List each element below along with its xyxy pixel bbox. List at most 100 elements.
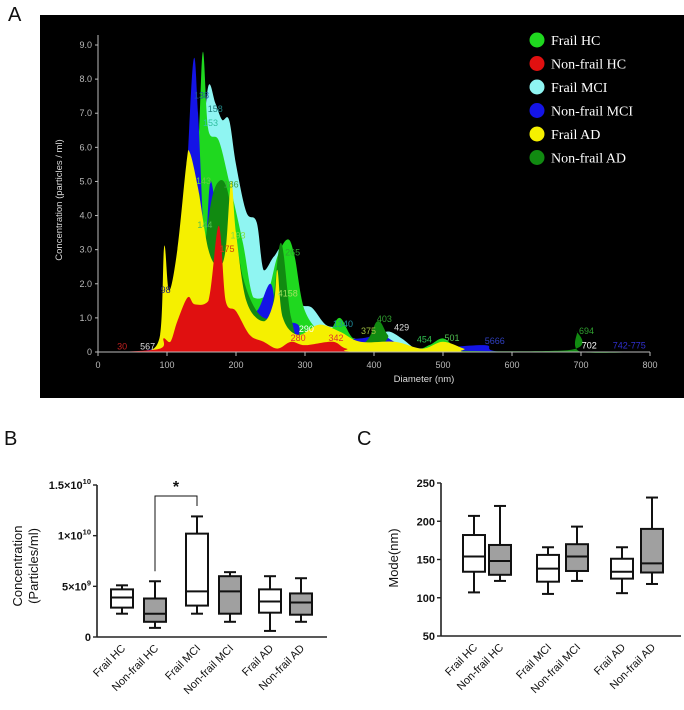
legend-item: Non-frail MCI [529, 103, 633, 120]
peak-label: 153 [203, 118, 218, 128]
panel-a-background [40, 15, 684, 398]
peak-label: 694 [579, 326, 594, 336]
legend-swatch [529, 126, 545, 142]
x-tick-label: 400 [366, 360, 381, 370]
y-tick-label: 6.0 [79, 142, 92, 152]
legend-item: Non-frail HC [529, 56, 626, 73]
legend-label: Frail MCI [551, 81, 608, 96]
box-iqr [289, 592, 313, 616]
box-iqr [488, 543, 512, 576]
y-axis-title: Concentration (particles / ml) [54, 139, 65, 260]
peak-label: 501 [444, 333, 459, 343]
box-iqr [462, 534, 486, 573]
box-iqr [143, 597, 167, 623]
significance-star: * [173, 479, 180, 496]
peak-label: 144 [197, 220, 212, 230]
peak-label: 290 [299, 324, 314, 334]
area-series-frail-mci [139, 84, 650, 353]
legend-label: Non-frail HC [551, 58, 626, 73]
panel-b-y-axis-title-units: (Particles/ml) [26, 528, 41, 604]
panel-b-box-frail-ad [258, 575, 282, 632]
peak-label: 158 [208, 104, 223, 114]
y-tick-label: 7.0 [79, 108, 92, 118]
panel-c-box-non-frail-mci [565, 525, 589, 582]
x-tick-label: 300 [297, 360, 312, 370]
panel-c-y-tick-label: 50 [423, 631, 435, 643]
panel-c-y-tick-label: 250 [417, 478, 435, 490]
peak-label: 265 [285, 247, 300, 257]
box-iqr [565, 543, 589, 572]
y-tick-label: 0 [87, 347, 92, 357]
panel-label-c: C [357, 428, 372, 450]
peak-label: 342 [329, 333, 344, 343]
peak-label: 30 [117, 341, 127, 351]
panel-c-y-tick-label: 150 [417, 555, 435, 567]
peak-label: 403 [377, 314, 392, 324]
panel-c-box-non-frail-ad [640, 496, 664, 585]
panel-c-box-frail-hc [462, 514, 486, 594]
panel-b-box-non-frail-ad [289, 577, 313, 623]
x-tick-label: 600 [504, 360, 519, 370]
legend-swatch [529, 103, 545, 118]
legend-swatch [529, 79, 545, 95]
panel-c-y-tick-label: 100 [417, 593, 435, 605]
significance-bracket [154, 495, 198, 572]
legend-label: Frail HC [551, 34, 600, 49]
y-tick-label: 3.0 [79, 245, 92, 255]
area-series-non-frail-hc [118, 225, 650, 353]
legend-item: Frail AD [529, 126, 600, 143]
x-tick-label: 200 [228, 360, 243, 370]
x-tick-label: 500 [435, 360, 450, 370]
box-iqr [110, 588, 134, 609]
peak-label: 143 [196, 176, 211, 186]
box-iqr [185, 532, 209, 607]
peak-label: 1340 [333, 319, 353, 329]
area-series-non-frail-ad [167, 180, 650, 353]
legend-item: Frail MCI [529, 79, 608, 96]
x-tick-label: 100 [159, 360, 174, 370]
peak-label: 138 [194, 91, 209, 101]
legend-swatch [529, 56, 545, 71]
y-tick-label: 4.0 [79, 211, 92, 221]
panel-c-box-non-frail-hc [488, 504, 512, 582]
panel-label-a: A [8, 4, 22, 26]
peak-label: 742-775 [613, 340, 646, 350]
legend-item: Non-frail AD [529, 150, 626, 167]
y-tick-label: 9.0 [79, 40, 92, 50]
peak-label: 375 [361, 326, 376, 336]
peak-label: 567 [140, 341, 155, 351]
legend: Frail HC Non-frail HC Frail MCI Non-frail M… [529, 32, 633, 167]
legend-label: Non-frail MCI [551, 105, 633, 120]
peak-label: 454 [417, 334, 432, 344]
panel-label-b: B [4, 428, 18, 450]
peak-label: 4158 [278, 288, 298, 298]
y-tick-label: 1.0 [79, 313, 92, 323]
panel-b-box-frail-mci [185, 515, 209, 615]
panel-b-box-non-frail-hc [143, 580, 167, 629]
x-tick-label: 700 [573, 360, 588, 370]
peak-label: 280 [291, 333, 306, 343]
peak-label: 702 [582, 340, 597, 350]
legend-swatch [529, 32, 545, 48]
peak-label: 186 [224, 179, 239, 189]
panel-b-y-tick-label: 5×109 [62, 578, 91, 593]
y-tick-label: 5.0 [79, 176, 92, 186]
peak-label: 193 [231, 230, 246, 240]
panel-c-y-tick-label: 200 [417, 516, 435, 528]
y-tick-label: 2.0 [79, 279, 92, 289]
x-tick-label: 800 [642, 360, 657, 370]
peak-label: 5666 [485, 336, 505, 346]
peak-label: 429 [394, 323, 409, 333]
panel-c-box-frail-ad [610, 546, 634, 595]
peak-label: 175 [220, 244, 235, 254]
box-iqr [640, 527, 664, 574]
legend-label: Frail AD [551, 128, 600, 143]
box-iqr [218, 575, 242, 615]
panel-b-y-tick-label: 1×1010 [58, 528, 91, 543]
panel-c-y-axis-title: Mode(nm) [386, 528, 401, 587]
box-iqr [610, 557, 634, 580]
panel-b-y-axis-title: Concentration [10, 526, 25, 607]
panel-b-y-tick-label: 0 [85, 632, 91, 644]
panel-c-box-frail-mci [536, 546, 560, 595]
